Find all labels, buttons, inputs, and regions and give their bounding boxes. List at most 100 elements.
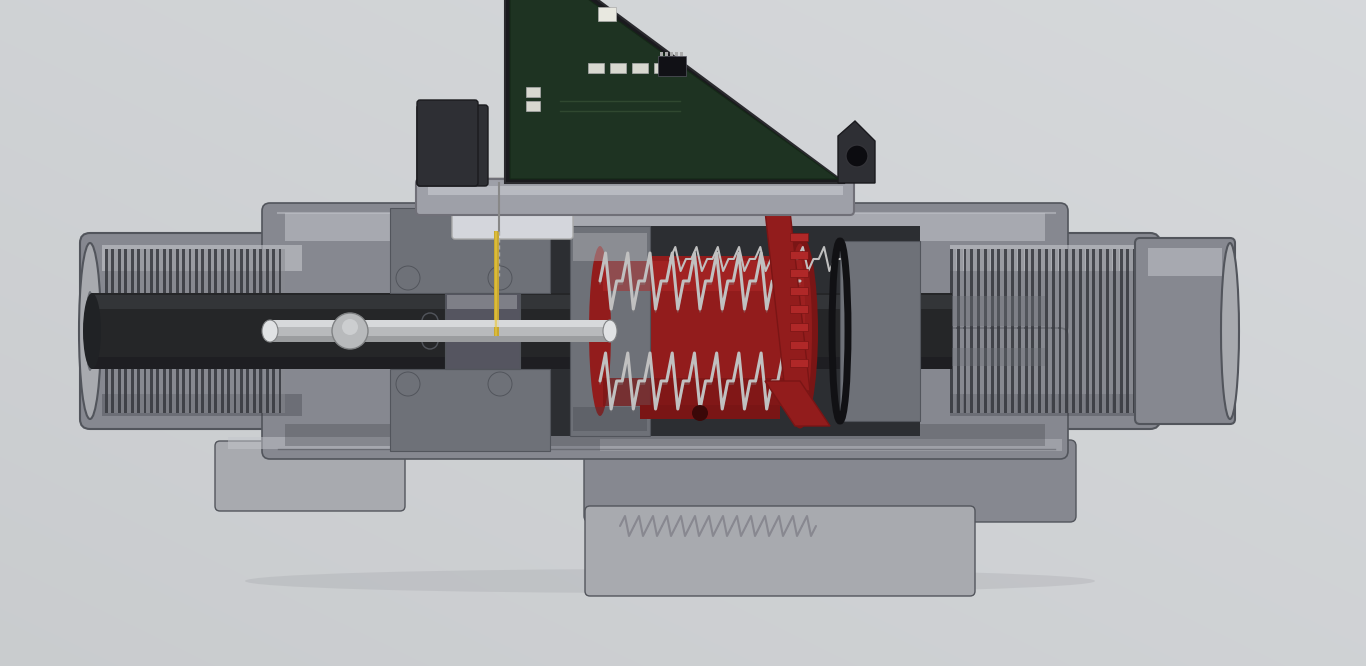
FancyBboxPatch shape [214, 441, 404, 511]
Bar [984, 249, 986, 413]
Ellipse shape [788, 244, 811, 418]
Bar [423, 126, 432, 134]
FancyBboxPatch shape [417, 100, 478, 186]
Bar [184, 249, 189, 413]
Bar [1000, 249, 1004, 413]
Bar [1020, 249, 1024, 413]
Bar [960, 249, 963, 413]
Bar [1093, 249, 1096, 413]
Bar [658, 56, 686, 76]
Bar [262, 249, 266, 413]
Bar [1106, 249, 1109, 413]
Bar [1059, 249, 1061, 413]
Polygon shape [837, 121, 876, 183]
Bar [949, 394, 1145, 416]
Bar [208, 249, 210, 413]
Bar [949, 245, 1145, 271]
Bar [423, 140, 432, 148]
Circle shape [332, 313, 367, 349]
Bar [1052, 249, 1055, 413]
Bar [160, 249, 163, 413]
Bar [1048, 249, 1052, 413]
Bar [137, 249, 141, 413]
FancyBboxPatch shape [585, 506, 975, 596]
Bar [977, 249, 979, 413]
Bar [172, 249, 176, 413]
Bar [270, 320, 611, 342]
Bar [1045, 249, 1048, 413]
Bar [790, 287, 809, 295]
Bar [602, 286, 796, 376]
Bar [153, 249, 157, 413]
Circle shape [396, 266, 419, 290]
Bar [598, 7, 616, 21]
Bar [201, 249, 205, 413]
Polygon shape [765, 381, 831, 426]
Bar [986, 249, 990, 413]
Bar [255, 249, 260, 413]
Bar [115, 249, 117, 413]
FancyBboxPatch shape [417, 179, 854, 215]
Bar [1034, 249, 1038, 413]
FancyBboxPatch shape [262, 328, 1068, 459]
Bar [973, 249, 977, 413]
Bar [1134, 249, 1137, 413]
Bar [127, 249, 131, 413]
Ellipse shape [79, 243, 101, 419]
Bar [228, 437, 393, 449]
Bar [260, 249, 262, 413]
Bar [191, 249, 195, 413]
Bar [611, 63, 626, 73]
Bar [1089, 249, 1093, 413]
Bar [1007, 249, 1011, 413]
Circle shape [693, 405, 708, 421]
Bar [243, 249, 246, 413]
Bar [953, 249, 956, 413]
Bar [500, 226, 919, 436]
Bar [1072, 249, 1075, 413]
Bar [246, 249, 250, 413]
Bar [990, 249, 993, 413]
Ellipse shape [85, 291, 96, 371]
Bar [654, 63, 669, 73]
Bar [92, 293, 952, 369]
Bar [217, 249, 221, 413]
Bar [176, 249, 179, 413]
Bar [587, 63, 604, 73]
Bar [108, 249, 112, 413]
Bar [92, 295, 952, 309]
Polygon shape [765, 211, 810, 391]
Bar [179, 249, 182, 413]
Bar [1123, 249, 1126, 413]
Bar [285, 348, 1045, 366]
Bar [224, 249, 227, 413]
Bar [391, 369, 550, 451]
Bar [641, 405, 780, 419]
Bar [269, 249, 272, 413]
Bar [157, 249, 160, 413]
Bar [632, 63, 647, 73]
Bar [275, 249, 279, 413]
Bar [494, 231, 499, 336]
Bar [253, 249, 255, 413]
Bar [600, 439, 1061, 451]
Bar [1116, 249, 1119, 413]
Bar [660, 52, 663, 56]
Bar [993, 249, 997, 413]
Bar [572, 233, 647, 261]
Bar [790, 359, 809, 367]
Ellipse shape [1221, 243, 1239, 419]
Bar [205, 249, 208, 413]
Bar [460, 184, 566, 196]
Bar [117, 249, 120, 413]
Bar [150, 249, 153, 413]
Bar [169, 249, 172, 413]
Bar [790, 251, 809, 259]
Bar [120, 249, 124, 413]
Bar [105, 249, 108, 413]
Bar [195, 249, 198, 413]
Bar [949, 249, 953, 413]
Bar [270, 336, 611, 342]
Circle shape [422, 313, 438, 329]
Bar [1055, 249, 1059, 413]
